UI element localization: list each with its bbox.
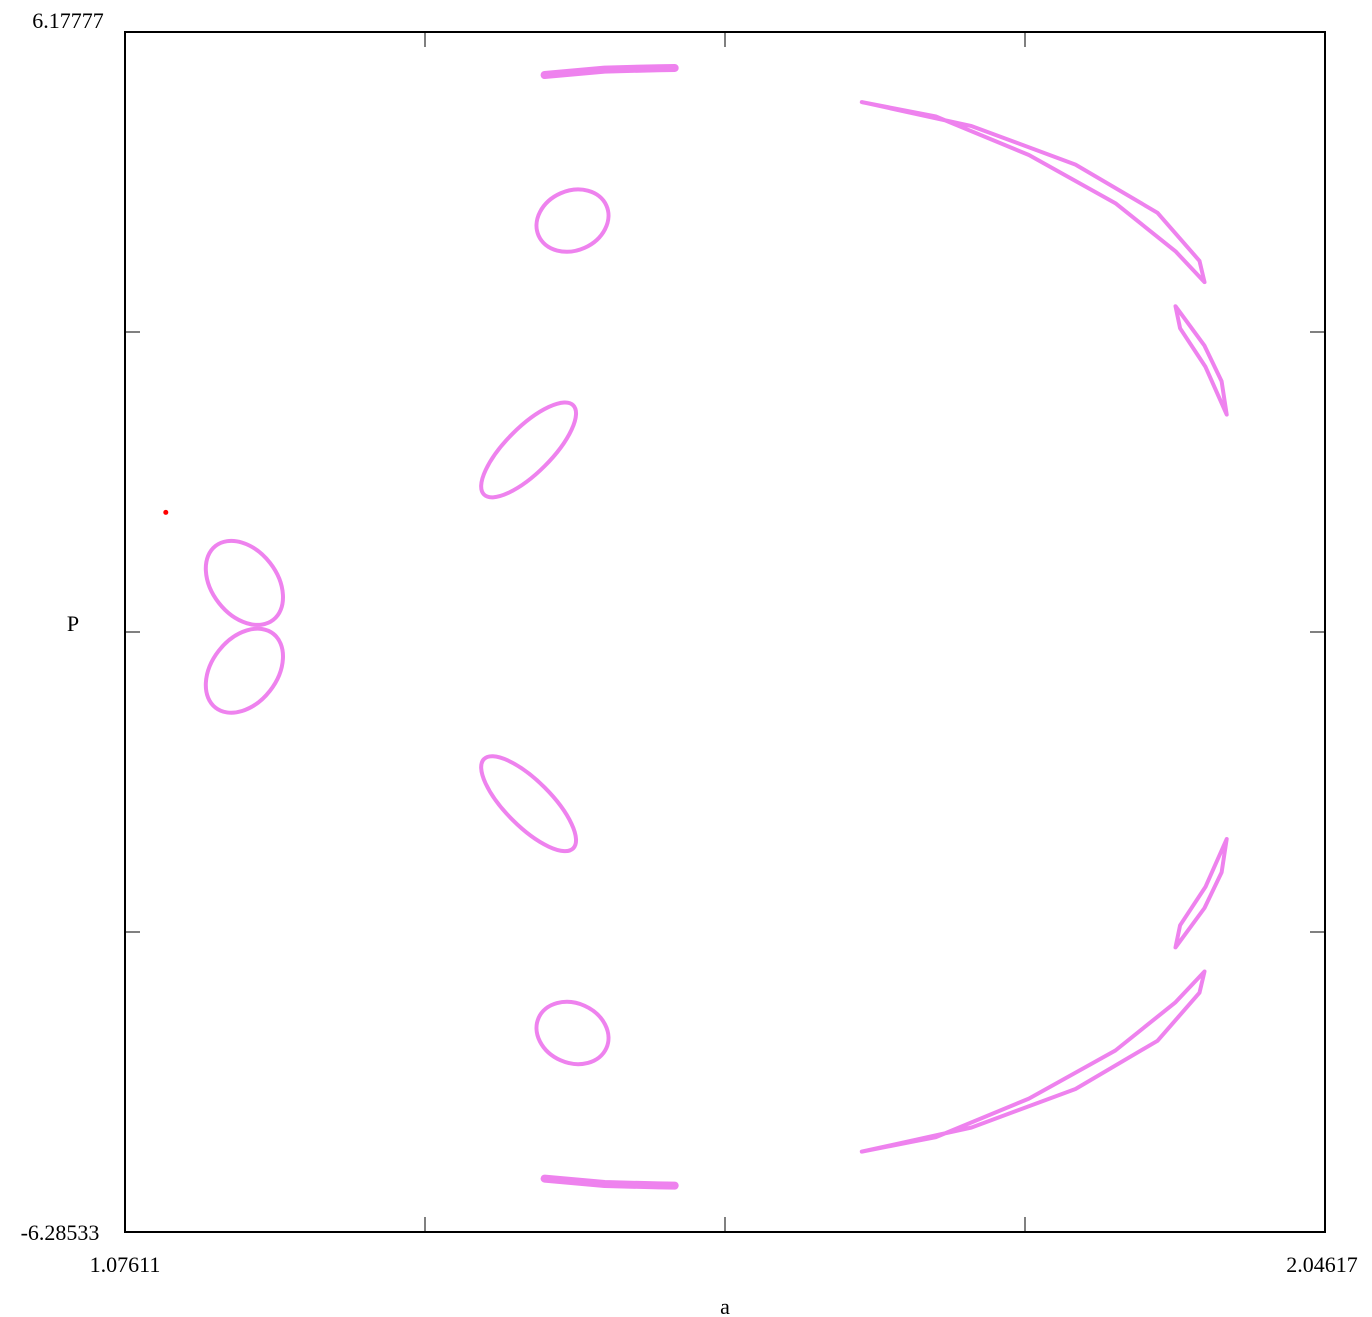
lobe-lower-left xyxy=(203,626,285,715)
y-axis-label: P xyxy=(67,611,79,636)
island-top-loop xyxy=(534,187,611,254)
y-tick-label-bottom: -6.28533 xyxy=(21,1220,100,1245)
crescent-lower-right xyxy=(859,969,1207,1154)
crescent-right-lower xyxy=(1173,837,1229,950)
lobe-upper-left xyxy=(203,538,285,627)
x-axis-label: a xyxy=(720,1294,730,1317)
y-tick-label-top: 6.17777 xyxy=(32,8,104,33)
fixed-point-marker xyxy=(163,509,169,515)
crescent-upper-right xyxy=(859,100,1207,285)
island-upper-mid xyxy=(479,400,579,500)
plot-frame xyxy=(124,31,1326,1233)
island-bottom-loop xyxy=(534,999,611,1067)
island-lower-mid xyxy=(479,754,579,854)
x-tick-label-right: 2.04617 xyxy=(1286,1252,1358,1277)
island-top-bar xyxy=(540,64,679,79)
island-bottom-bar xyxy=(540,1174,679,1190)
orbit-points xyxy=(163,64,1229,1190)
crescent-right-upper xyxy=(1173,304,1229,417)
axis-ticks xyxy=(125,32,1325,1232)
x-tick-label-left: 1.07611 xyxy=(90,1252,161,1277)
